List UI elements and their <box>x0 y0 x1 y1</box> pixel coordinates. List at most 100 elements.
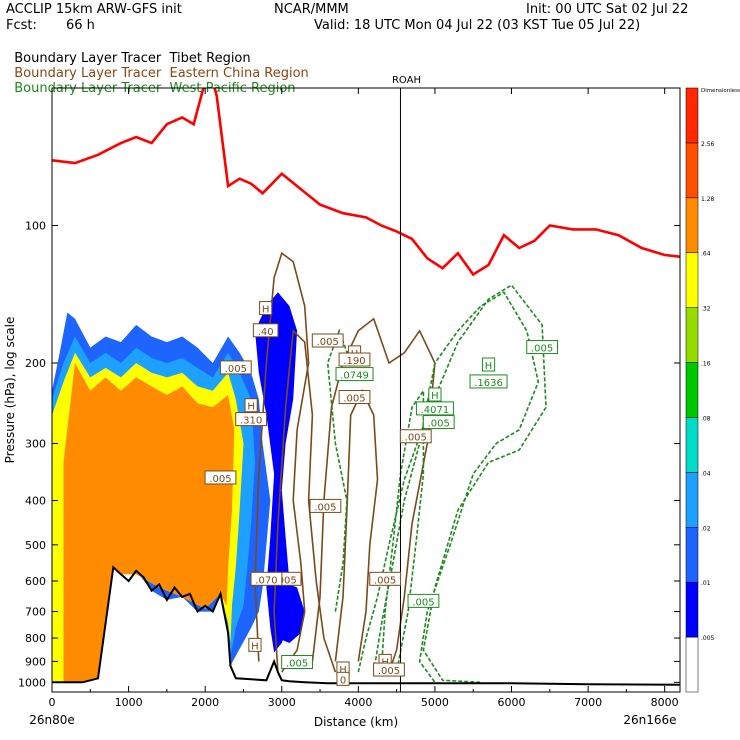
contour-label-box <box>259 301 273 316</box>
contour-label: .1636 <box>474 378 503 389</box>
contour-label: .005 <box>274 575 296 586</box>
legend-tibet: Boundary Layer Tracer Tibet Region <box>6 36 251 66</box>
contour-label-box <box>338 352 371 367</box>
china-contour-1 <box>254 251 310 673</box>
china-contour-4 <box>334 388 379 662</box>
contour-label: .005 <box>209 474 231 485</box>
header-fcst-value: 66 h <box>66 18 95 33</box>
plot-frame <box>51 87 681 693</box>
tibet-fill-orange <box>63 363 235 683</box>
contour-label-box <box>415 401 454 416</box>
contour-label: .005 <box>286 659 308 670</box>
colorbar-tick-label: .08 <box>701 415 711 422</box>
x-tick-label: 5000 <box>421 696 449 709</box>
y-tick-label: 400 <box>25 495 46 508</box>
contour-label: H <box>431 391 439 402</box>
contour-label: H <box>339 665 347 676</box>
pacific-contour-1 <box>380 388 425 673</box>
left-end-label: 26n80e <box>29 713 75 727</box>
station-label: ROAH <box>392 75 421 86</box>
contour-label-box <box>311 333 344 348</box>
header-init: Init: 00 UTC Sat 02 Jul 22 <box>526 2 689 17</box>
contour-label-box <box>248 637 262 652</box>
colorbar: .005 .01 .02 .04 .08 .16 .32 .64 1.28 2.56 Dimensi… <box>685 87 740 693</box>
contour-label: H <box>262 305 270 316</box>
contour-label: .4071 <box>421 405 450 416</box>
contour-label: .005 <box>378 666 400 677</box>
header-model: ACCLIP 15km ARW-GFS init <box>6 2 182 17</box>
header-valid: Valid: 18 UTC Mon 04 Jul 22 (03 KST Tue … <box>314 18 641 33</box>
contour-label-box <box>309 498 342 513</box>
pacific-contour-2 <box>372 291 540 683</box>
contour-label-box <box>252 323 279 338</box>
east-blue-lower <box>277 581 305 643</box>
x-axis-label: Distance (km) <box>314 715 398 729</box>
legend-china-region: Eastern China Region <box>169 66 309 81</box>
colorbar-segment <box>685 527 699 583</box>
colorbar-title: Dimensionless <box>701 88 740 94</box>
tracer-fill-layer <box>52 292 305 683</box>
colorbar-segment <box>685 417 699 473</box>
colorbar-segment <box>685 87 699 144</box>
china-contour-2 <box>273 329 337 673</box>
contour-label: .005 <box>225 364 247 375</box>
y-tick-label: 300 <box>25 437 46 450</box>
contour-label-box <box>481 357 496 372</box>
tropopause-line <box>52 88 680 277</box>
y-tick-label: 1000 <box>18 676 46 689</box>
contour-label-box <box>204 470 237 485</box>
x-tick-label: 7000 <box>574 696 602 709</box>
colorbar-tick-label: .64 <box>701 251 711 258</box>
colorbar-tick-label: .005 <box>701 635 715 642</box>
x-tick-label: 2000 <box>191 696 219 709</box>
contour-label: H <box>251 641 259 652</box>
legend-tibet-prefix: Boundary Layer Tracer <box>14 51 162 66</box>
contour-label-box <box>526 340 559 355</box>
contour-label-box <box>407 593 440 608</box>
contour-label: .070 <box>255 575 277 586</box>
contour-label: 0 <box>340 675 346 686</box>
header-org: NCAR/MMM <box>274 2 349 17</box>
colorbar-segment <box>685 636 699 693</box>
colorbar-tick-label: 2.56 <box>701 141 715 148</box>
colorbar-tick-label: .01 <box>701 580 711 587</box>
contour-label: .005 <box>531 344 553 355</box>
colorbar-tick-label: .16 <box>701 361 711 368</box>
colorbar-segment <box>685 142 699 199</box>
contour-label-box <box>338 390 371 405</box>
contour-label-box <box>235 412 268 427</box>
contour-label: .005 <box>405 433 427 444</box>
y-tick-label: 100 <box>25 220 46 233</box>
contour-label: .005 <box>317 337 339 348</box>
contour-label: .310 <box>240 416 262 427</box>
terrain-line <box>52 565 680 686</box>
contour-label-box <box>250 571 283 586</box>
y-tick-label: 900 <box>25 655 46 668</box>
x-tick-label: 4000 <box>344 696 372 709</box>
y-tick-label: 800 <box>25 632 46 645</box>
colorbar-segment <box>685 362 699 418</box>
contour-label-box <box>244 398 258 413</box>
legend-tibet-region: Tibet Region <box>169 51 251 66</box>
contour-label: H <box>247 402 255 413</box>
contour-label-box <box>369 571 402 586</box>
pacific-contour-4 <box>326 328 352 612</box>
contour-label-box <box>422 415 455 430</box>
tracer-contour-layer <box>254 251 547 684</box>
contour-label: .40 <box>258 327 274 338</box>
y-tick-label: 200 <box>25 357 46 370</box>
contour-label: .005 <box>428 419 450 430</box>
contour-label: .005 <box>343 394 365 405</box>
contour-label: .005 <box>314 502 336 513</box>
china-contour-3 <box>311 317 436 673</box>
colorbar-segment <box>685 581 699 638</box>
contour-label-layer: H.40H.310.005.005H.190.0749.005.005.005.… <box>204 301 559 686</box>
contour-label: .005 <box>412 597 434 608</box>
contour-label-box <box>399 429 432 444</box>
axes-layer: 0 1000 2000 3000 4000 5000 6000 7000 80001002003… <box>18 88 680 709</box>
y-tick-label: 600 <box>25 575 46 588</box>
x-tick-label: 6000 <box>498 696 526 709</box>
contour-label-box <box>469 374 508 389</box>
y-tick-label: 500 <box>25 539 46 552</box>
